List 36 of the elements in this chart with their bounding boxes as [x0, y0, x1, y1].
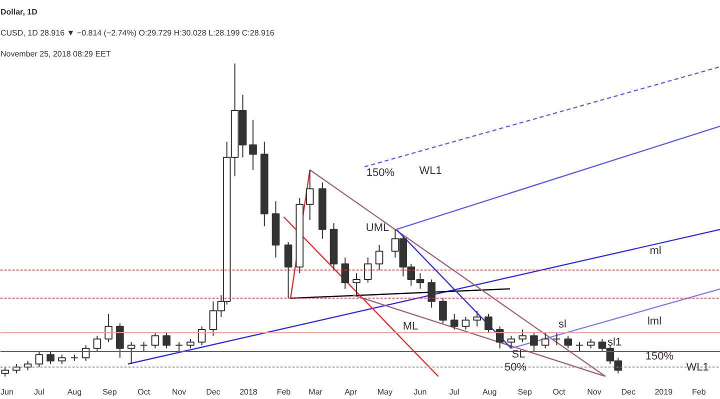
x-tick-label: Aug: [67, 388, 82, 396]
x-tick-label: Jun: [0, 388, 14, 396]
text: November 25, 2018 08:29 EET: [0, 50, 111, 58]
x-tick-label: Sep: [518, 388, 533, 396]
x-tick-label: Mar: [308, 388, 323, 396]
x-tick-label: Jul: [449, 388, 460, 396]
x-tick-label: Sep: [102, 388, 118, 396]
x-tick-label: Jun: [414, 388, 427, 396]
x-tick-label: May: [377, 388, 393, 396]
annotation: WL1: [686, 361, 709, 374]
annotation: sl: [558, 318, 566, 330]
annotation: sl1: [607, 336, 622, 348]
annotation: WL1: [419, 164, 442, 177]
annotation: SL: [512, 348, 526, 360]
x-tick-label: 2018: [240, 388, 258, 396]
x-tick-label: Jul: [34, 388, 45, 396]
annotation: UML: [366, 222, 390, 234]
x-tick-label: Apr: [344, 388, 358, 396]
annotation: lml: [647, 315, 662, 328]
annotation: ml: [650, 245, 662, 258]
x-tick-label: Oct: [552, 388, 566, 396]
annotation: 50%: [504, 361, 527, 374]
x-tick-label: Oct: [138, 388, 151, 396]
x-tick-label: Dec: [621, 388, 636, 396]
x-tick-label: Dec: [206, 388, 220, 396]
x-tick-label: Nov: [587, 388, 602, 396]
chart-title: Dollar, 1D: [0, 8, 38, 16]
x-tick-label: 2019: [654, 388, 674, 396]
annotation: ML: [402, 320, 418, 332]
chart-subtitle: CUSD, 1D 28.916 ▼ −0.814 (−2.74%) O:29.729 H:30.028 L:28.199 C:28.916: [0, 28, 275, 38]
x-tick-label: Nov: [172, 388, 186, 396]
x-tick-label: Feb: [276, 388, 292, 396]
x-tick-label: Feb: [692, 388, 706, 396]
annotation: 150%: [366, 166, 395, 179]
x-tick-label: Aug: [482, 388, 497, 396]
annotation: 150%: [645, 350, 674, 362]
